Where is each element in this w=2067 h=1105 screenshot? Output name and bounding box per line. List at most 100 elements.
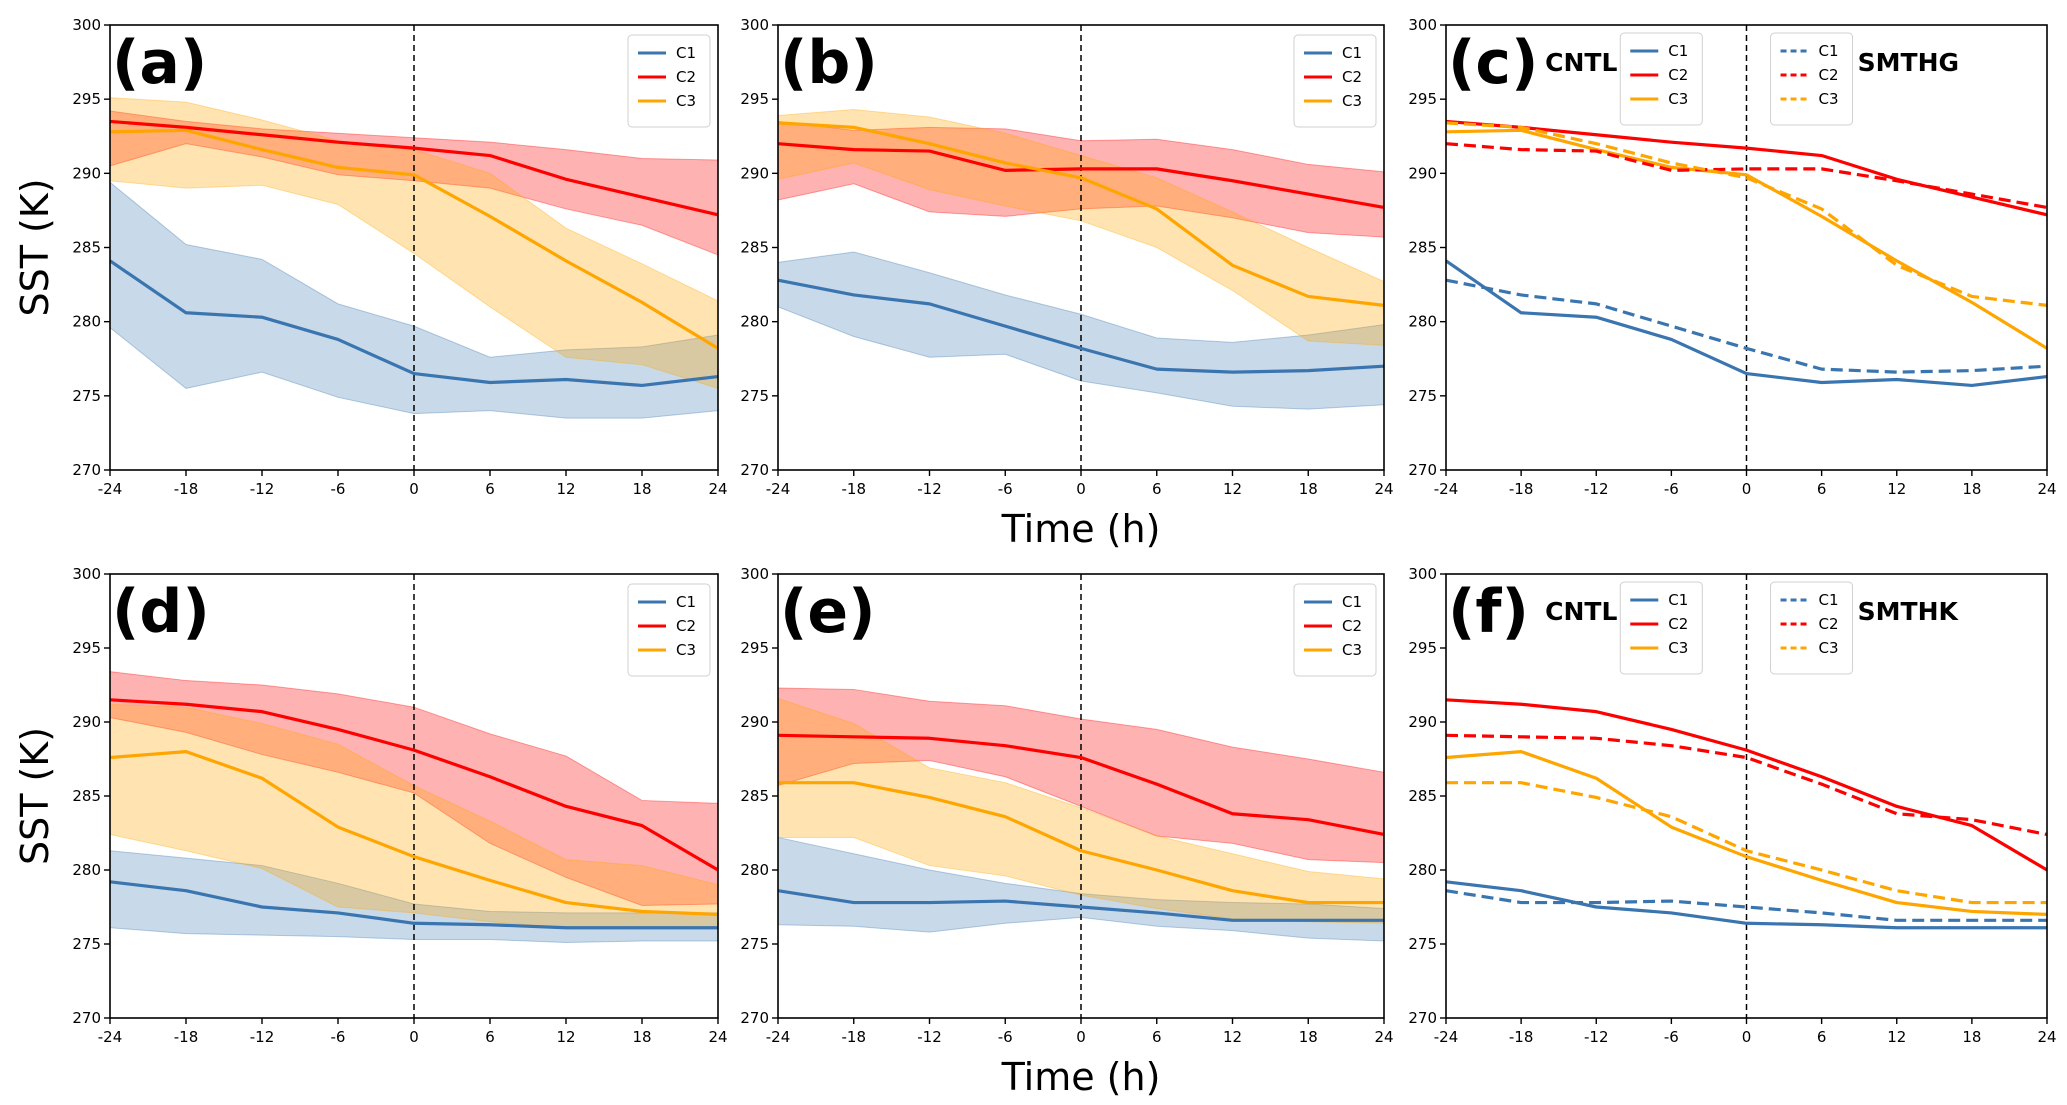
x-tick-label: 24 bbox=[708, 1028, 727, 1046]
legend-label-c2: C2 bbox=[1819, 615, 1839, 633]
x-tick-label: -24 bbox=[1434, 480, 1459, 498]
series-line-c1 bbox=[777, 889, 1384, 922]
x-tick-label: -24 bbox=[766, 480, 791, 498]
x-tick-label: 24 bbox=[1374, 480, 1393, 498]
y-tick-label: 285 bbox=[72, 239, 101, 257]
y-tick-label: 275 bbox=[1408, 387, 1437, 405]
y-tick-label: 280 bbox=[72, 313, 101, 331]
legend-label-c1: C1 bbox=[1819, 591, 1839, 609]
x-tick-label: -18 bbox=[842, 1028, 867, 1046]
legend-smthg: C1 C2 C3 bbox=[1770, 32, 1854, 126]
legend-frame bbox=[1293, 34, 1377, 128]
x-tick-label: -24 bbox=[98, 1028, 123, 1046]
x-tick-label: 6 bbox=[1817, 1028, 1827, 1046]
legend-frame bbox=[627, 34, 711, 128]
series-line-c1-smthg bbox=[1445, 278, 2048, 374]
panel-e: -24 -18 -12 -6 0 6 12 18 24 270 275 280 285 290 295 300… bbox=[740, 565, 1393, 1099]
x-tick-label: 6 bbox=[1152, 1028, 1162, 1046]
series-line-c1 bbox=[109, 259, 719, 388]
y-tick-label: 285 bbox=[1408, 787, 1437, 805]
y-tick-label: 290 bbox=[1408, 164, 1437, 182]
legend-label-c2: C2 bbox=[1668, 615, 1688, 633]
legend-label-c3: C3 bbox=[1342, 92, 1362, 110]
x-tick-label: -18 bbox=[842, 480, 867, 498]
panel-label: (e) bbox=[780, 577, 876, 647]
legend-label-c2: C2 bbox=[1819, 66, 1839, 84]
y-tick-label: 295 bbox=[740, 90, 769, 108]
annotation-cntl: CNTL bbox=[1545, 48, 1617, 77]
annotation-cntl: CNTL bbox=[1545, 597, 1617, 626]
x-tick-label: 0 bbox=[1076, 480, 1086, 498]
x-tick-label: -12 bbox=[917, 1028, 942, 1046]
x-tick-label: 12 bbox=[1223, 480, 1242, 498]
x-tick-label: 6 bbox=[1152, 480, 1162, 498]
y-tick-label: 300 bbox=[740, 565, 769, 583]
y-axis-label: SST (K) bbox=[13, 727, 57, 865]
x-tick-label: -18 bbox=[174, 1028, 199, 1046]
y-tick-label: 270 bbox=[740, 461, 769, 479]
x-tick-label: -24 bbox=[98, 480, 123, 498]
series-line-c3 bbox=[778, 781, 1384, 905]
legend-label-c2: C2 bbox=[676, 617, 696, 635]
legend-label-c1: C1 bbox=[1668, 591, 1688, 609]
series-line-c3 bbox=[109, 128, 719, 350]
x-tick-label: 18 bbox=[1962, 480, 1981, 498]
panel-label: (a) bbox=[112, 28, 207, 98]
legend-label-c3: C3 bbox=[1819, 639, 1839, 657]
x-tick-label: -6 bbox=[331, 480, 346, 498]
y-tick-label: 285 bbox=[740, 239, 769, 257]
series-line-c2-smthg bbox=[1445, 142, 2048, 210]
series-line-c1 bbox=[777, 278, 1385, 374]
y-tick-label: 275 bbox=[740, 387, 769, 405]
legend-cntl: C1 C2 C3 bbox=[1619, 581, 1703, 675]
x-tick-label: 12 bbox=[1887, 480, 1906, 498]
legend-label-c2: C2 bbox=[1342, 68, 1362, 86]
legend-frame bbox=[1770, 32, 1854, 126]
y-axis-label: SST (K) bbox=[13, 178, 57, 316]
panel-a: -24 -18 -12 -6 0 6 12 18 24 270 275 280 285 290 295 300… bbox=[13, 16, 728, 498]
y-tick-label: 275 bbox=[72, 387, 101, 405]
series-line-c1-cntl bbox=[1445, 880, 2047, 930]
x-tick-label: 12 bbox=[556, 1028, 575, 1046]
x-tick-label: 0 bbox=[1742, 480, 1752, 498]
panel-label: (c) bbox=[1448, 28, 1538, 98]
x-tick-label: 12 bbox=[1223, 1028, 1242, 1046]
panel-d: -24 -18 -12 -6 0 6 12 18 24 270 275 280 285 290 295 300… bbox=[13, 565, 728, 1046]
x-tick-label: -12 bbox=[250, 480, 275, 498]
legend: C1 C2 C3 bbox=[1293, 34, 1377, 128]
x-tick-label: -18 bbox=[1509, 1028, 1534, 1046]
series-line-c3-cntl bbox=[1445, 749, 2048, 916]
x-tick-label: -18 bbox=[174, 480, 199, 498]
y-tick-label: 290 bbox=[740, 713, 769, 731]
y-tick-label: 270 bbox=[740, 1009, 769, 1027]
legend-label-c1: C1 bbox=[1342, 593, 1362, 611]
y-tick-label: 295 bbox=[72, 90, 101, 108]
x-tick-label: -6 bbox=[998, 1028, 1013, 1046]
legend-label-c1: C1 bbox=[1342, 44, 1362, 62]
y-tick-label: 295 bbox=[740, 639, 769, 657]
y-tick-label: 300 bbox=[740, 16, 769, 34]
y-tick-label: 275 bbox=[740, 935, 769, 953]
legend-frame bbox=[1770, 581, 1854, 675]
x-tick-label: -24 bbox=[1434, 1028, 1459, 1046]
x-tick-label: 18 bbox=[1299, 1028, 1318, 1046]
panel-b: -24 -18 -12 -6 0 6 12 18 24 270 275 280 285 290 295 300… bbox=[740, 16, 1393, 551]
y-tick-label: 290 bbox=[72, 164, 101, 182]
legend-label-c1: C1 bbox=[1668, 42, 1688, 60]
legend-label-c3: C3 bbox=[1668, 639, 1688, 657]
panel-label: (f) bbox=[1448, 577, 1529, 647]
legend-label-c1: C1 bbox=[1819, 42, 1839, 60]
series-line-c1-cntl bbox=[1445, 259, 2048, 388]
y-tick-label: 270 bbox=[72, 461, 101, 479]
y-tick-label: 285 bbox=[1408, 239, 1437, 257]
series-line-c1-smthk bbox=[1445, 889, 2047, 922]
series-line-c1 bbox=[109, 880, 718, 930]
x-axis-label: Time (h) bbox=[1001, 1055, 1161, 1099]
y-tick-label: 295 bbox=[1408, 639, 1437, 657]
series-line-c3-cntl bbox=[1445, 128, 2048, 350]
legend: C1 C2 C3 bbox=[627, 34, 711, 128]
series-line-c3-smthk bbox=[1446, 781, 2047, 905]
x-tick-label: 0 bbox=[409, 480, 419, 498]
x-tick-label: 6 bbox=[485, 1028, 495, 1046]
y-tick-label: 290 bbox=[1408, 713, 1437, 731]
